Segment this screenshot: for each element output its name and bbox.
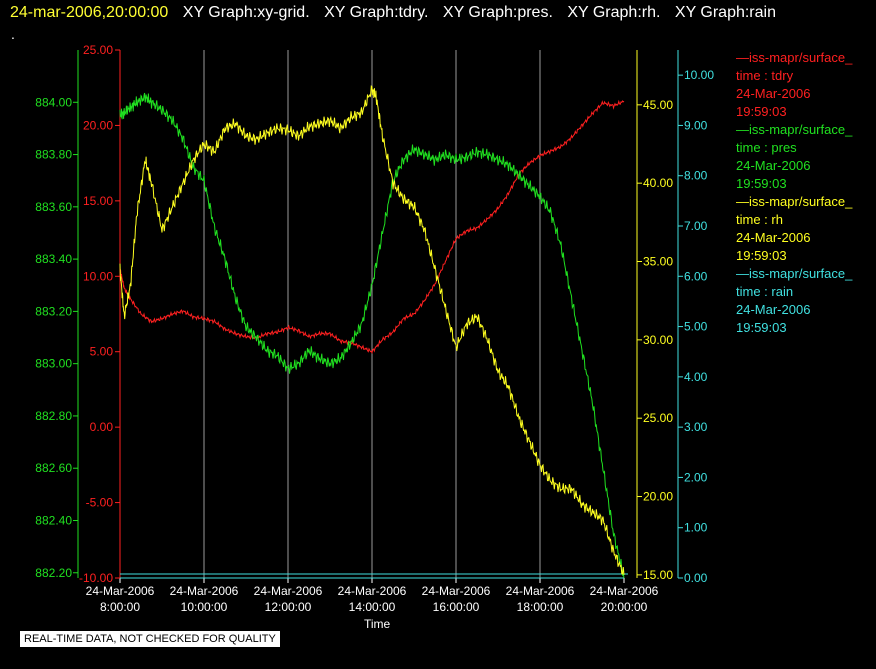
legend-source: —iss-mapr/surface_ (736, 122, 853, 137)
x-axis-title: Time (364, 617, 391, 631)
x-tick-label: 10:00:00 (181, 600, 228, 614)
legend-entry: —iss-mapr/surface_time : rain 24-Mar-2006… (736, 265, 876, 337)
y-tick-label-pres: 884.00 (35, 95, 72, 109)
y-tick-label-rain: 9.00 (684, 118, 708, 132)
legend-date: 24-Mar-2006 (736, 158, 811, 173)
chart-header: 24-mar-2006,20:00:00 XY Graph:xy-grid. X… (10, 4, 776, 24)
y-tick-label-rain: 5.00 (684, 320, 708, 334)
y-tick-label-tdry: -10.00 (79, 571, 113, 585)
y-tick-label-rh: 30.00 (643, 333, 673, 347)
header-graph-pres: XY Graph:pres. (442, 4, 553, 21)
y-tick-label-pres: 883.20 (35, 304, 72, 318)
legend-field: time : pres (736, 140, 797, 155)
x-tick-label: 20:00:00 (601, 600, 648, 614)
series-line-tdry (119, 99, 625, 355)
header-graph-rain: XY Graph:rain (674, 4, 776, 21)
series-line-pres (119, 92, 625, 579)
x-tick-label: 12:00:00 (265, 600, 312, 614)
legend-source: —iss-mapr/surface_ (736, 266, 853, 281)
y-tick-label-rain: 7.00 (684, 219, 708, 233)
legend-date: 24-Mar-2006 (736, 86, 811, 101)
y-tick-label-rh: 35.00 (643, 255, 673, 269)
y-tick-label-rh: 15.00 (643, 568, 673, 582)
y-tick-label-rh: 45.00 (643, 98, 673, 112)
legend-field: time : tdry (736, 68, 794, 83)
x-tick-label: 14:00:00 (349, 600, 396, 614)
y-tick-label-tdry: 5.00 (90, 345, 114, 359)
y-tick-label-pres: 882.40 (35, 513, 72, 527)
x-tick-label: 8:00:00 (100, 600, 140, 614)
header-graph-xy-grid: XY Graph:xy-grid. (182, 4, 310, 21)
legend-date: 24-Mar-2006 (736, 230, 811, 245)
x-tick-label: 18:00:00 (517, 600, 564, 614)
quality-notice: REAL-TIME DATA, NOT CHECKED FOR QUALITY (19, 630, 281, 648)
y-tick-label-rain: 6.00 (684, 269, 708, 283)
legend-entry: —iss-mapr/surface_time : tdry 24-Mar-2006… (736, 49, 876, 121)
y-tick-label-pres: 883.40 (35, 252, 72, 266)
legend-field: time : rh (736, 212, 783, 227)
legend-field: time : rain (736, 284, 794, 299)
header-graph-tdry: XY Graph:tdry. (324, 4, 429, 21)
legend-time: 19:59:03 (736, 176, 787, 191)
header-dot: . (11, 26, 15, 42)
x-tick-label: 24-Mar-2006 (506, 584, 575, 598)
x-tick-label: 16:00:00 (433, 600, 480, 614)
y-tick-label-pres: 882.20 (35, 566, 72, 580)
x-tick-label: 24-Mar-2006 (338, 584, 407, 598)
y-tick-label-pres: 883.60 (35, 200, 72, 214)
y-tick-label-rh: 25.00 (643, 411, 673, 425)
x-tick-label: 24-Mar-2006 (590, 584, 659, 598)
y-tick-label-rain: 0.00 (684, 571, 708, 585)
y-tick-label-rain: 3.00 (684, 420, 708, 434)
y-tick-label-tdry: 25.00 (83, 43, 113, 57)
legend-entry: —iss-mapr/surface_time : pres 24-Mar-2006… (736, 121, 876, 193)
y-tick-label-pres: 883.80 (35, 148, 72, 162)
legend-source: —iss-mapr/surface_ (736, 194, 853, 209)
series-line-rh (119, 85, 625, 575)
x-tick-label: 24-Mar-2006 (422, 584, 491, 598)
y-tick-label-rh: 20.00 (643, 490, 673, 504)
y-tick-label-tdry: 0.00 (90, 420, 114, 434)
y-tick-label-pres: 883.00 (35, 357, 72, 371)
x-tick-label: 24-Mar-2006 (170, 584, 239, 598)
x-tick-label: 24-Mar-2006 (86, 584, 155, 598)
header-timestamp: 24-mar-2006,20:00:00 (10, 4, 169, 21)
y-tick-label-rain: 1.00 (684, 521, 708, 535)
y-tick-label-pres: 882.60 (35, 461, 72, 475)
y-tick-label-tdry: 10.00 (83, 269, 113, 283)
y-tick-label-tdry: -5.00 (86, 496, 114, 510)
legend-time: 19:59:03 (736, 320, 787, 335)
y-tick-label-rain: 2.00 (684, 470, 708, 484)
x-tick-label: 24-Mar-2006 (254, 584, 323, 598)
legend-entry: —iss-mapr/surface_time : rh 24-Mar-2006 19… (736, 193, 876, 265)
y-tick-label-rain: 10.00 (684, 68, 714, 82)
y-tick-label-rain: 8.00 (684, 169, 708, 183)
y-tick-label-rh: 40.00 (643, 176, 673, 190)
header-graph-rh: XY Graph:rh. (567, 4, 661, 21)
legend-time: 19:59:03 (736, 248, 787, 263)
y-tick-label-tdry: 20.00 (83, 118, 113, 132)
legend-source: —iss-mapr/surface_ (736, 50, 853, 65)
y-tick-label-rain: 4.00 (684, 370, 708, 384)
legend-date: 24-Mar-2006 (736, 302, 811, 317)
legend-time: 19:59:03 (736, 104, 787, 119)
y-tick-label-tdry: 15.00 (83, 194, 113, 208)
y-tick-label-pres: 882.80 (35, 409, 72, 423)
